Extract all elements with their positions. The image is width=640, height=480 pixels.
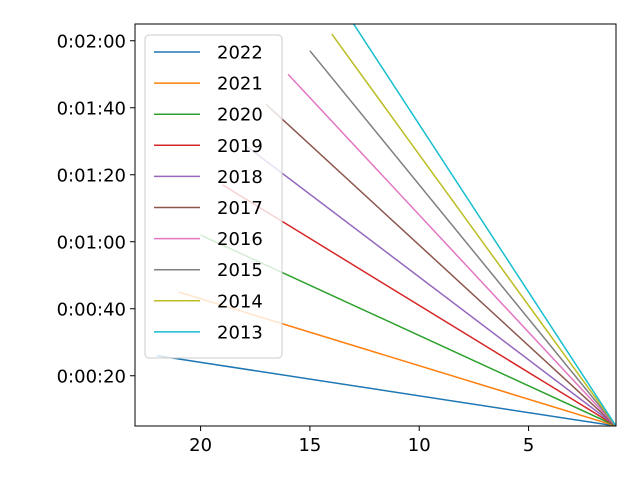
- legend-label: 2013: [217, 322, 263, 343]
- legend-label: 2018: [217, 167, 263, 188]
- series-line-2016: [287, 73, 616, 426]
- x-tick-label: 10: [408, 435, 431, 456]
- legend-label: 2017: [217, 198, 263, 219]
- y-tick-label: 0:01:40: [57, 98, 126, 119]
- legend-entry-2018: 2018: [154, 167, 263, 188]
- y-axis: 0:00:20 0:00:40 0:01:00 0:01:20 0:01:40 0:02:…: [57, 31, 135, 387]
- legend-label: 2014: [217, 291, 263, 312]
- legend-entry-2013: 2013: [154, 322, 263, 343]
- legend-box: [144, 34, 283, 359]
- series-line-2022: [156, 354, 616, 426]
- legend-entry-2015: 2015: [154, 260, 263, 281]
- y-tick-label: 0:02:00: [57, 31, 126, 52]
- x-axis: 20 15 10 5: [189, 426, 534, 456]
- legend-entry-2014: 2014: [154, 291, 263, 312]
- y-tick-label: 0:01:20: [57, 165, 126, 186]
- series-line-2015: [309, 50, 616, 426]
- legend-entry-2017: 2017: [154, 198, 263, 219]
- series-line-2017: [265, 103, 616, 426]
- legend-entry-2022: 2022: [154, 43, 263, 64]
- y-tick-label: 0:01:00: [57, 232, 126, 253]
- legend-entry-2021: 2021: [154, 74, 263, 95]
- legend-entry-2019: 2019: [154, 136, 263, 157]
- legend-label: 2015: [217, 260, 263, 281]
- legend-entry-2020: 2020: [154, 105, 263, 126]
- x-tick-label: 15: [298, 435, 321, 456]
- x-tick-label: 20: [189, 435, 212, 456]
- series-line-2013: [353, 24, 616, 426]
- legend-label: 2019: [217, 136, 263, 157]
- series-line-2018: [243, 144, 616, 426]
- legend-entry-2016: 2016: [154, 229, 263, 250]
- plot-area-frame: [134, 23, 617, 427]
- x-tick-label: 5: [523, 435, 534, 456]
- legend-label: 2020: [217, 105, 263, 126]
- legend-label: 2021: [217, 74, 263, 95]
- legend-label: 2016: [217, 229, 263, 250]
- legend: 2022 2021 2020 2019 2018 2017 2016 2015 2014 2013: [144, 34, 283, 359]
- legend-label: 2022: [217, 43, 263, 64]
- series-line-2014: [331, 33, 616, 426]
- y-tick-label: 0:00:20: [57, 366, 126, 387]
- series-line-2019: [222, 184, 616, 426]
- y-tick-label: 0:00:40: [57, 299, 126, 320]
